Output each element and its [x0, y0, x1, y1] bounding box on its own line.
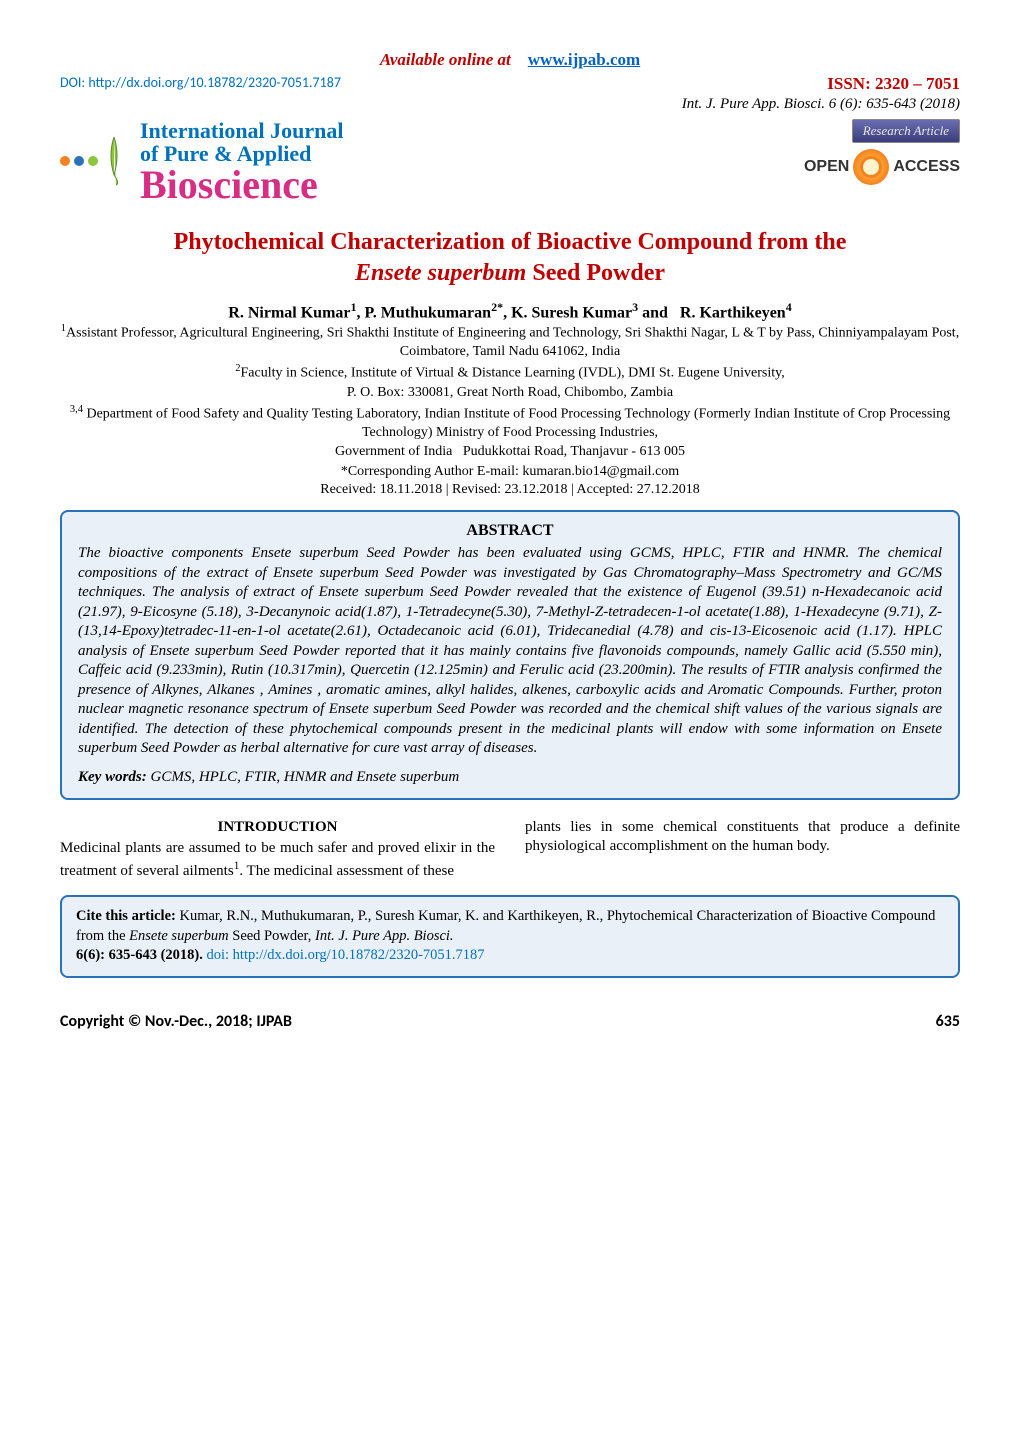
cite-text2: Seed Powder,: [229, 928, 315, 944]
open-access-icon: [853, 149, 889, 185]
open-access-badge: OPEN ACCESS: [804, 149, 960, 185]
keywords-label: Key words:: [78, 769, 147, 785]
oa-left-text: OPEN: [804, 158, 849, 176]
available-label: Available online at: [380, 50, 511, 69]
intro-right-col: plants lies in some chemical constituent…: [525, 818, 960, 882]
footer-page-number: 635: [936, 1012, 960, 1031]
intro-left-col: INTRODUCTION Medicinal plants are assume…: [60, 818, 495, 882]
abstract-heading: ABSTRACT: [78, 522, 942, 540]
title-tail: Seed Powder: [526, 260, 665, 286]
logo-dot-2: [74, 156, 84, 166]
journal-name-block: International Journal of Pure & Applied …: [140, 119, 344, 203]
affil-3: P. O. Box: 330081, Great North Road, Chi…: [60, 384, 960, 403]
header-meta-row: DOI: http://dx.doi.org/10.18782/2320-705…: [60, 74, 960, 94]
affil-2: 2Faculty in Science, Institute of Virtua…: [60, 362, 960, 384]
footer-copyright: Copyright © Nov.-Dec., 2018; IJPAB: [60, 1012, 292, 1031]
intro-heading: INTRODUCTION: [60, 818, 495, 838]
cite-box: Cite this article: Kumar, R.N., Muthukum…: [60, 895, 960, 978]
article-dates: Received: 18.11.2018 | Revised: 23.12.20…: [60, 482, 960, 498]
journal-line1: International Journal: [140, 119, 344, 142]
available-online: Available online at www.ijpab.com: [60, 50, 960, 70]
page-footer: Copyright © Nov.-Dec., 2018; IJPAB 635: [60, 1012, 960, 1031]
affil-1: 1Assistant Professor, Agricultural Engin…: [60, 322, 960, 362]
cite-doi: doi: http://dx.doi.org/10.18782/2320-705…: [206, 947, 484, 963]
logo-dot-1: [60, 156, 70, 166]
cite-text3: 6(6): 635-643 (2018).: [76, 947, 206, 963]
doi-text: DOI: http://dx.doi.org/10.18782/2320-705…: [60, 74, 341, 94]
journal-logo: International Journal of Pure & Applied …: [60, 119, 344, 203]
authors: R. Nirmal Kumar1, P. Muthukumaran2*, K. …: [60, 300, 960, 322]
abstract-body: The bioactive components Ensete superbum…: [78, 544, 942, 759]
cite-journal-italic: Int. J. Pure App. Biosci.: [315, 928, 454, 944]
leaf-icon: [106, 135, 126, 187]
cite-species-italic: Ensete superbum: [129, 928, 228, 944]
keywords-value: GCMS, HPLC, FTIR, HNMR and Ensete superb…: [147, 769, 459, 785]
oa-right-text: ACCESS: [893, 158, 960, 176]
affil-5: Government of India Pudukkottai Road, Th…: [60, 443, 960, 462]
logo-dots: [60, 156, 98, 166]
abstract-box: ABSTRACT The bioactive components Ensete…: [60, 510, 960, 800]
issue-text: Int. J. Pure App. Biosci. 6 (6): 635-643…: [60, 96, 960, 113]
logo-row: International Journal of Pure & Applied …: [60, 119, 960, 203]
title-species-italic: Ensete superbum: [355, 260, 526, 286]
logo-dot-3: [88, 156, 98, 166]
intro-columns: INTRODUCTION Medicinal plants are assume…: [60, 818, 960, 882]
cite-label: Cite this article:: [76, 908, 179, 924]
intro-left-text: Medicinal plants are assumed to be much …: [60, 839, 495, 881]
journal-line3: Bioscience: [140, 167, 344, 203]
article-title: Phytochemical Characterization of Bioact…: [60, 227, 960, 289]
journal-website-link[interactable]: www.ijpab.com: [528, 50, 640, 69]
affil-4: 3,4 Department of Food Safety and Qualit…: [60, 403, 960, 443]
issn-text: ISSN: 2320 – 7051: [827, 74, 960, 94]
corresponding-author: *Corresponding Author E-mail: kumaran.bi…: [60, 464, 960, 480]
right-badges: Research Article OPEN ACCESS: [804, 119, 960, 185]
title-line1: Phytochemical Characterization of Bioact…: [174, 229, 847, 255]
affiliations-block: 1Assistant Professor, Agricultural Engin…: [60, 322, 960, 462]
research-article-badge: Research Article: [852, 119, 960, 143]
keywords-line: Key words: GCMS, HPLC, FTIR, HNMR and En…: [78, 769, 942, 786]
intro-right-text: plants lies in some chemical constituent…: [525, 818, 960, 857]
